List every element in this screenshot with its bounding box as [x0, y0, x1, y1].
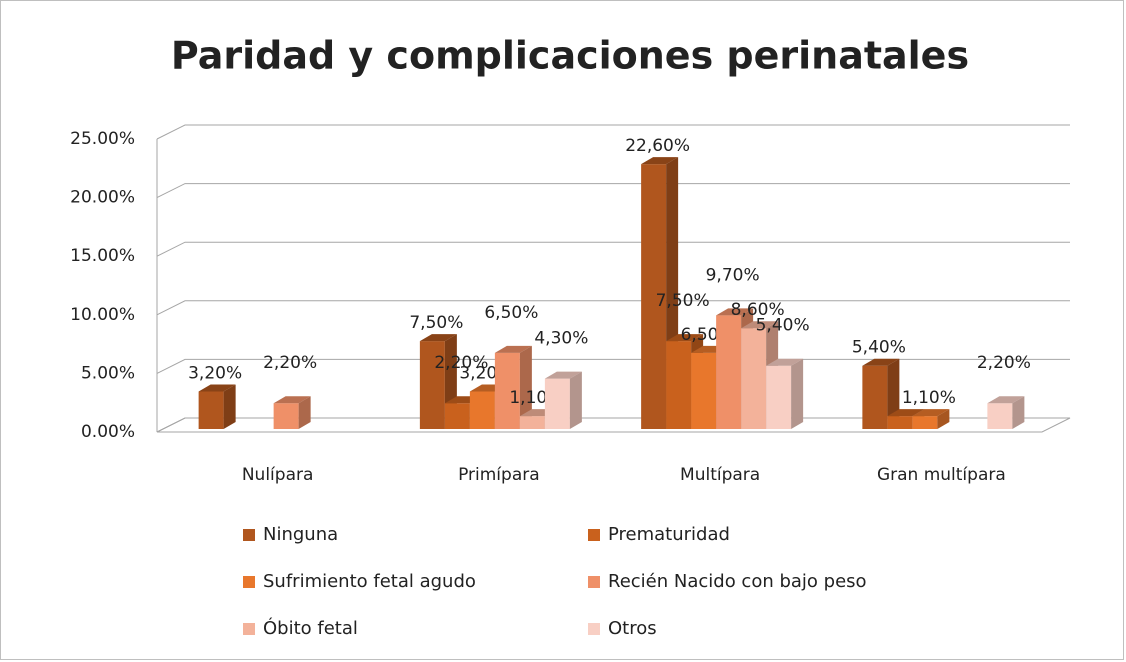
bar-front	[544, 378, 570, 429]
y-tick-label: 5.00%	[81, 363, 135, 383]
grid-line	[156, 183, 1070, 199]
bar-front	[912, 416, 938, 429]
value-label: 6,50%	[484, 303, 538, 323]
legend-swatch	[243, 529, 255, 541]
legend-label: Sufrimiento fetal agudo	[263, 571, 476, 592]
value-label: 22,60%	[625, 136, 690, 156]
grid-line	[156, 124, 1070, 140]
bar-side	[937, 409, 950, 429]
bar	[494, 345, 532, 429]
bar-front	[716, 315, 742, 429]
bar-top	[198, 384, 236, 392]
value-label: 5,40%	[756, 316, 810, 336]
x-tick-label: Multípara	[680, 465, 760, 485]
bar	[198, 384, 236, 429]
bar-front	[444, 403, 470, 429]
bar-front	[766, 365, 792, 429]
bar-front	[519, 416, 545, 429]
value-label: 2,20%	[263, 353, 317, 373]
bar-front	[641, 164, 667, 430]
bar-front	[741, 328, 767, 429]
legend-label: Recién Nacido con bajo peso	[608, 571, 867, 592]
bar-front	[987, 403, 1013, 429]
grid-line	[156, 241, 1070, 257]
bar-top	[912, 409, 950, 417]
value-label: 8,60%	[731, 300, 785, 320]
x-tick-label: Gran multípara	[877, 465, 1006, 485]
bar-front	[691, 352, 717, 429]
y-tick-label: 25.00%	[70, 129, 135, 149]
bar-top	[494, 345, 532, 353]
bar-top	[641, 157, 679, 165]
legend-swatch	[588, 529, 600, 541]
y-tick-label: 15.00%	[70, 246, 135, 266]
legend-label: Otros	[608, 618, 657, 639]
bar-top	[666, 334, 704, 342]
legend-label: Óbito fetal	[263, 617, 358, 639]
bar	[273, 396, 311, 429]
x-tick-label: Nulípara	[242, 465, 314, 485]
bar	[862, 358, 900, 429]
legend-swatch	[588, 623, 600, 635]
bar-top	[716, 308, 754, 316]
legend-label: Prematuridad	[608, 524, 730, 545]
bar-top	[273, 396, 311, 404]
bar-side	[519, 345, 532, 429]
bar-top	[987, 396, 1025, 404]
bar-front	[198, 391, 224, 429]
value-label: 2,20%	[977, 353, 1031, 373]
chart-title: Paridad y complicaciones perinatales	[171, 34, 969, 78]
value-label: 7,50%	[409, 313, 463, 333]
bar-side	[791, 358, 804, 429]
bar-top	[741, 321, 779, 329]
y-tick-label: 10.00%	[70, 305, 135, 325]
value-label: 2,20%	[434, 353, 488, 373]
value-label: 4,30%	[534, 329, 588, 349]
y-tick-label: 20.00%	[70, 188, 135, 208]
value-label: 7,50%	[656, 291, 710, 311]
value-label: 3,20%	[188, 363, 242, 383]
bar-side	[1012, 396, 1025, 429]
bar-front	[887, 416, 913, 429]
y-tick-label: 0.00%	[81, 422, 135, 442]
bar-front	[862, 365, 888, 429]
x-tick-label: Primípara	[458, 465, 540, 485]
bar-side	[298, 396, 311, 429]
value-label: 9,70%	[706, 265, 760, 285]
legend-swatch	[588, 576, 600, 588]
value-label: 1,10%	[902, 388, 956, 408]
bar-top	[862, 358, 900, 366]
bar-side	[223, 384, 236, 429]
bar-top	[766, 358, 804, 366]
bar-top	[544, 371, 582, 379]
bar-front	[419, 341, 445, 429]
bar-front	[273, 403, 299, 429]
bar-top	[887, 409, 925, 417]
bar-front	[494, 352, 520, 429]
bar-top	[419, 334, 457, 342]
bar-front	[666, 341, 692, 429]
grid-line	[156, 300, 1070, 316]
legend-swatch	[243, 576, 255, 588]
bar	[544, 371, 582, 429]
value-label: 5,40%	[852, 338, 906, 358]
bar	[912, 409, 950, 429]
bar	[766, 358, 804, 429]
bar-side	[569, 371, 582, 429]
legend-label: Ninguna	[263, 524, 338, 545]
bar-front	[469, 391, 495, 429]
legend-swatch	[243, 623, 255, 635]
bar	[987, 396, 1025, 429]
